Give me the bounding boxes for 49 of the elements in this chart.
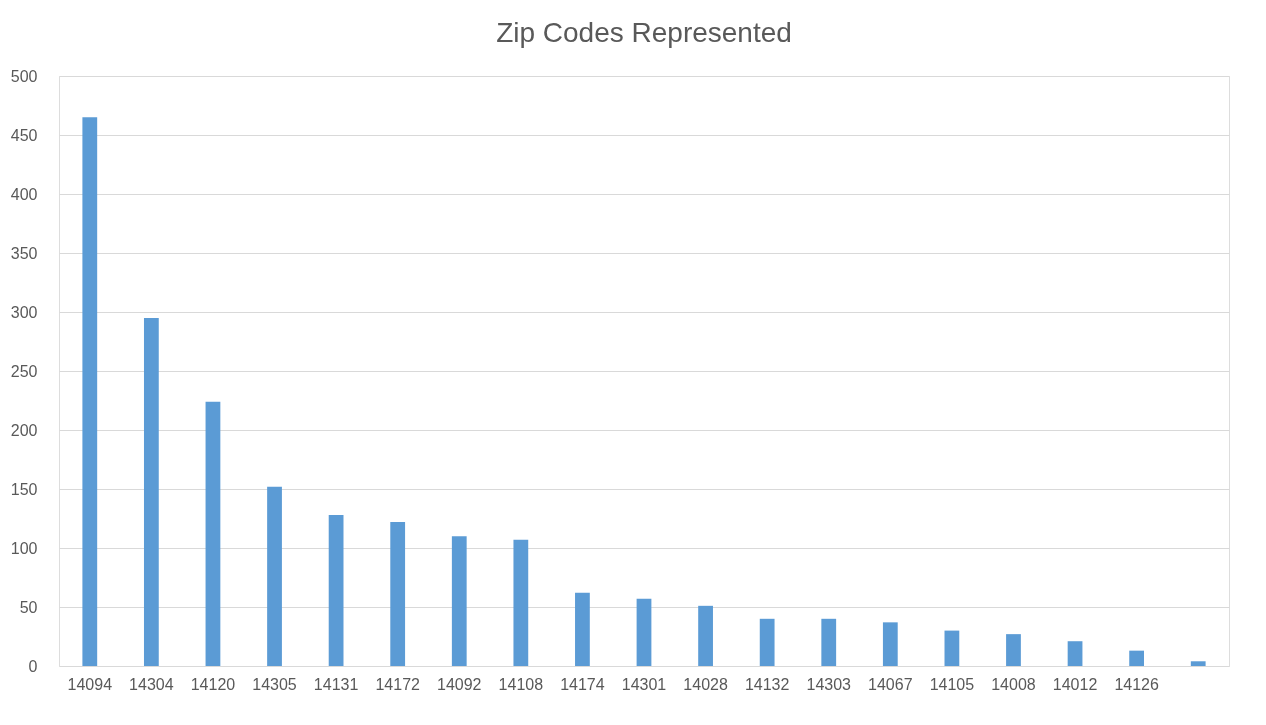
y-tick-label: 250 — [10, 362, 38, 380]
bar — [451, 536, 467, 666]
y-tick-label: 400 — [10, 185, 38, 203]
x-tick-label: 14132 — [744, 675, 790, 693]
x-tick-label: 14028 — [683, 675, 728, 693]
bar — [1129, 650, 1145, 666]
x-tick-label: 14092 — [437, 675, 482, 693]
y-tick-label: 50 — [19, 598, 38, 616]
bar — [143, 317, 159, 666]
y-tick-label: 0 — [28, 657, 38, 675]
bar — [698, 605, 713, 666]
x-tick-label: 14174 — [560, 675, 605, 693]
bar — [882, 622, 898, 666]
x-tick-label: 14120 — [190, 675, 236, 693]
bar — [1190, 661, 1206, 666]
y-tick-label: 100 — [10, 539, 38, 557]
x-tick-label: 14108 — [498, 675, 544, 693]
bar — [390, 522, 406, 666]
x-tick-label: 14008 — [991, 675, 1036, 693]
y-tick-label: 500 — [10, 67, 38, 85]
x-tick-label: 14305 — [252, 675, 297, 693]
x-tick-label: 14012 — [1052, 675, 1098, 693]
bar — [82, 117, 98, 666]
x-tick-label: 14172 — [375, 675, 421, 693]
bar — [944, 630, 960, 666]
bar — [205, 401, 221, 666]
bar — [636, 598, 652, 666]
bar — [328, 514, 344, 666]
y-tick-label: 150 — [10, 480, 38, 498]
bar — [267, 486, 282, 666]
chart-title: Zip Codes Represented — [496, 17, 792, 48]
x-tick-label: 14304 — [129, 675, 174, 693]
y-tick-label: 350 — [10, 244, 38, 262]
x-tick-label: 14131 — [313, 675, 359, 693]
x-tick-label: 14094 — [67, 675, 113, 693]
bar — [759, 618, 775, 666]
x-tick-label: 14301 — [621, 675, 667, 693]
bar — [1006, 634, 1021, 666]
x-tick-label: 14067 — [868, 675, 913, 693]
x-tick-label: 14126 — [1114, 675, 1159, 693]
y-tick-label: 450 — [10, 126, 38, 144]
x-tick-label: 14303 — [806, 675, 852, 693]
bar — [513, 539, 529, 666]
y-tick-label: 200 — [10, 421, 38, 439]
bar — [575, 592, 590, 666]
bar — [1067, 641, 1083, 666]
x-tick-label: 14105 — [929, 675, 975, 693]
y-tick-label: 300 — [10, 303, 38, 321]
bar — [821, 618, 837, 666]
